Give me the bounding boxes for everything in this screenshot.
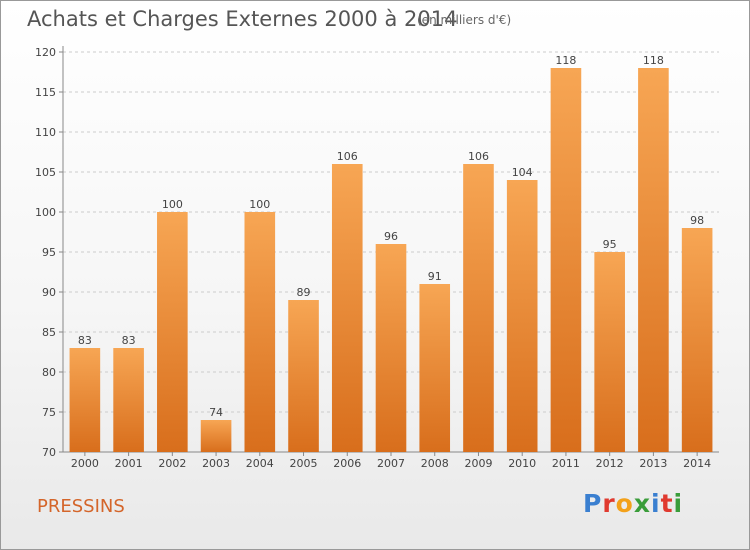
logo-letter: i (651, 489, 661, 518)
data-label: 98 (690, 214, 704, 227)
data-labels: 83 83 100 74 100 89 106 96 91 106 104 118 95 118 98 (78, 54, 704, 419)
x-tick-label: 2013 (639, 457, 667, 470)
x-tick-labels: 2000 2001 2002 2003 2004 2005 2006 2007 2008 2009… (71, 457, 711, 470)
bar (463, 164, 494, 452)
y-tick-label: 80 (42, 366, 56, 379)
x-tick-label: 2000 (71, 457, 99, 470)
bar (288, 300, 319, 452)
data-label: 89 (297, 286, 311, 299)
x-tick-label: 2001 (115, 457, 143, 470)
y-tick-label: 115 (35, 86, 56, 99)
logo-letter: x (633, 489, 651, 518)
commune-name: PRESSINS (37, 496, 125, 517)
data-label: 118 (643, 54, 664, 67)
bar (594, 252, 625, 452)
bar (200, 420, 232, 452)
bar (419, 284, 451, 452)
bar (244, 212, 276, 452)
bar (331, 164, 363, 452)
data-label: 118 (555, 54, 576, 67)
logo-letter: P (583, 489, 603, 518)
data-label: 106 (468, 150, 489, 163)
proxiti-logo: Proxiti (583, 489, 683, 518)
y-tick-label: 120 (35, 46, 56, 59)
x-tick-label: 2012 (596, 457, 624, 470)
x-tick-label: 2014 (683, 457, 711, 470)
y-tick-label: 110 (35, 126, 56, 139)
bar (157, 212, 188, 452)
data-label: 106 (337, 150, 358, 163)
y-tick-label: 70 (42, 446, 56, 459)
bar (681, 228, 713, 452)
data-label: 74 (209, 406, 223, 419)
x-tick-label: 2002 (158, 457, 186, 470)
x-tick-label: 2005 (290, 457, 318, 470)
y-tick-label: 105 (35, 166, 56, 179)
chart-title: Achats et Charges Externes 2000 à 2014 (27, 7, 458, 31)
bar (375, 244, 407, 452)
x-tick-label: 2009 (464, 457, 492, 470)
data-label: 100 (249, 198, 270, 211)
data-label: 83 (78, 334, 92, 347)
x-tick-label: 2010 (508, 457, 536, 470)
data-label: 95 (603, 238, 617, 251)
logo-letter: t (660, 489, 674, 518)
y-tick-label: 75 (42, 406, 56, 419)
x-tick-label: 2003 (202, 457, 230, 470)
y-tick-label: 90 (42, 286, 56, 299)
data-label: 100 (162, 198, 183, 211)
x-tick-label: 2007 (377, 457, 405, 470)
data-label: 104 (512, 166, 533, 179)
y-tick-label: 85 (42, 326, 56, 339)
bar (550, 68, 582, 452)
logo-letter: o (615, 489, 634, 518)
y-tick-labels: 70 75 80 85 90 95 100 105 110 115 120 (35, 46, 56, 459)
y-tick-label: 100 (35, 206, 56, 219)
y-tick-label: 95 (42, 246, 56, 259)
data-label: 91 (428, 270, 442, 283)
bar (69, 348, 101, 452)
x-tick-label: 2011 (552, 457, 580, 470)
data-label: 83 (122, 334, 136, 347)
logo-letter: r (602, 489, 616, 518)
x-tick-label: 2006 (333, 457, 361, 470)
bar (506, 180, 538, 452)
chart-subtitle: (en milliers d'€) (417, 13, 512, 27)
x-tick-label: 2004 (246, 457, 274, 470)
bar (638, 68, 669, 452)
x-tick-label: 2008 (421, 457, 449, 470)
data-label: 96 (384, 230, 398, 243)
bars (69, 68, 713, 452)
bar (113, 348, 144, 452)
logo-letter: i (673, 489, 684, 518)
